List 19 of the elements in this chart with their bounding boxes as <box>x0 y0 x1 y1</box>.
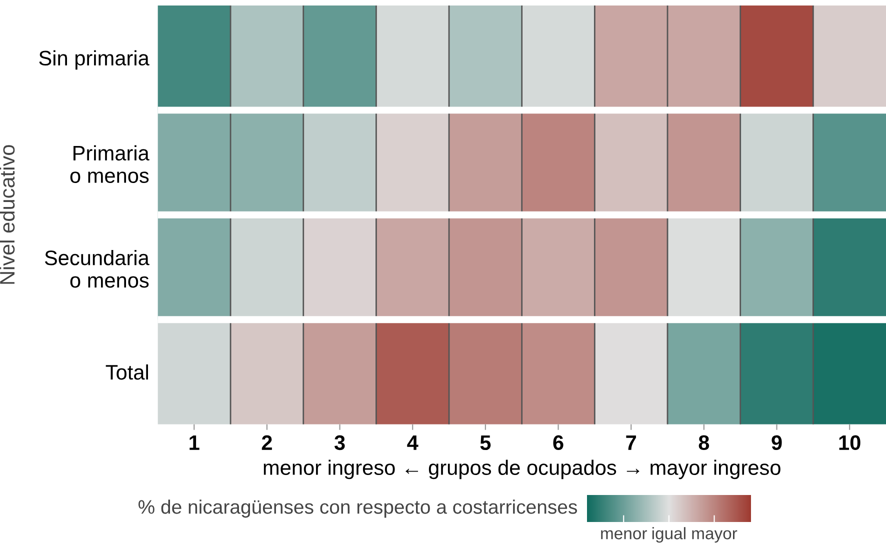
x-tick-label: 1 <box>190 436 200 450</box>
color-bar-title: % de nicaragüenses con respecto a costarricenses <box>138 500 577 518</box>
color-bar-label: mayor <box>692 530 738 543</box>
y-tick-label: Secundaria o menos <box>44 250 150 288</box>
x-tick-label: 8 <box>698 435 710 450</box>
x-tick-label: 4 <box>407 436 418 450</box>
y-tick-label: Primaria o menos <box>70 145 150 184</box>
x-tick-label: 5 <box>480 436 491 450</box>
x-tick-label: 10 <box>839 435 860 450</box>
x-axis-title: menor ingreso ← grupos de ocupados → mayor ingreso <box>264 460 780 480</box>
x-tick-label: 7 <box>626 436 636 450</box>
y-tick-label: Total <box>106 364 148 380</box>
x-tick-label: 3 <box>334 435 345 450</box>
x-tick-label: 2 <box>262 435 272 450</box>
x-tick-label: 6 <box>553 435 564 450</box>
y-tick-label: Sin primaria <box>39 50 150 70</box>
color-bar-label: igual <box>652 527 686 543</box>
x-tick-label: 9 <box>772 435 782 450</box>
color-bar-label: menor <box>601 530 647 540</box>
